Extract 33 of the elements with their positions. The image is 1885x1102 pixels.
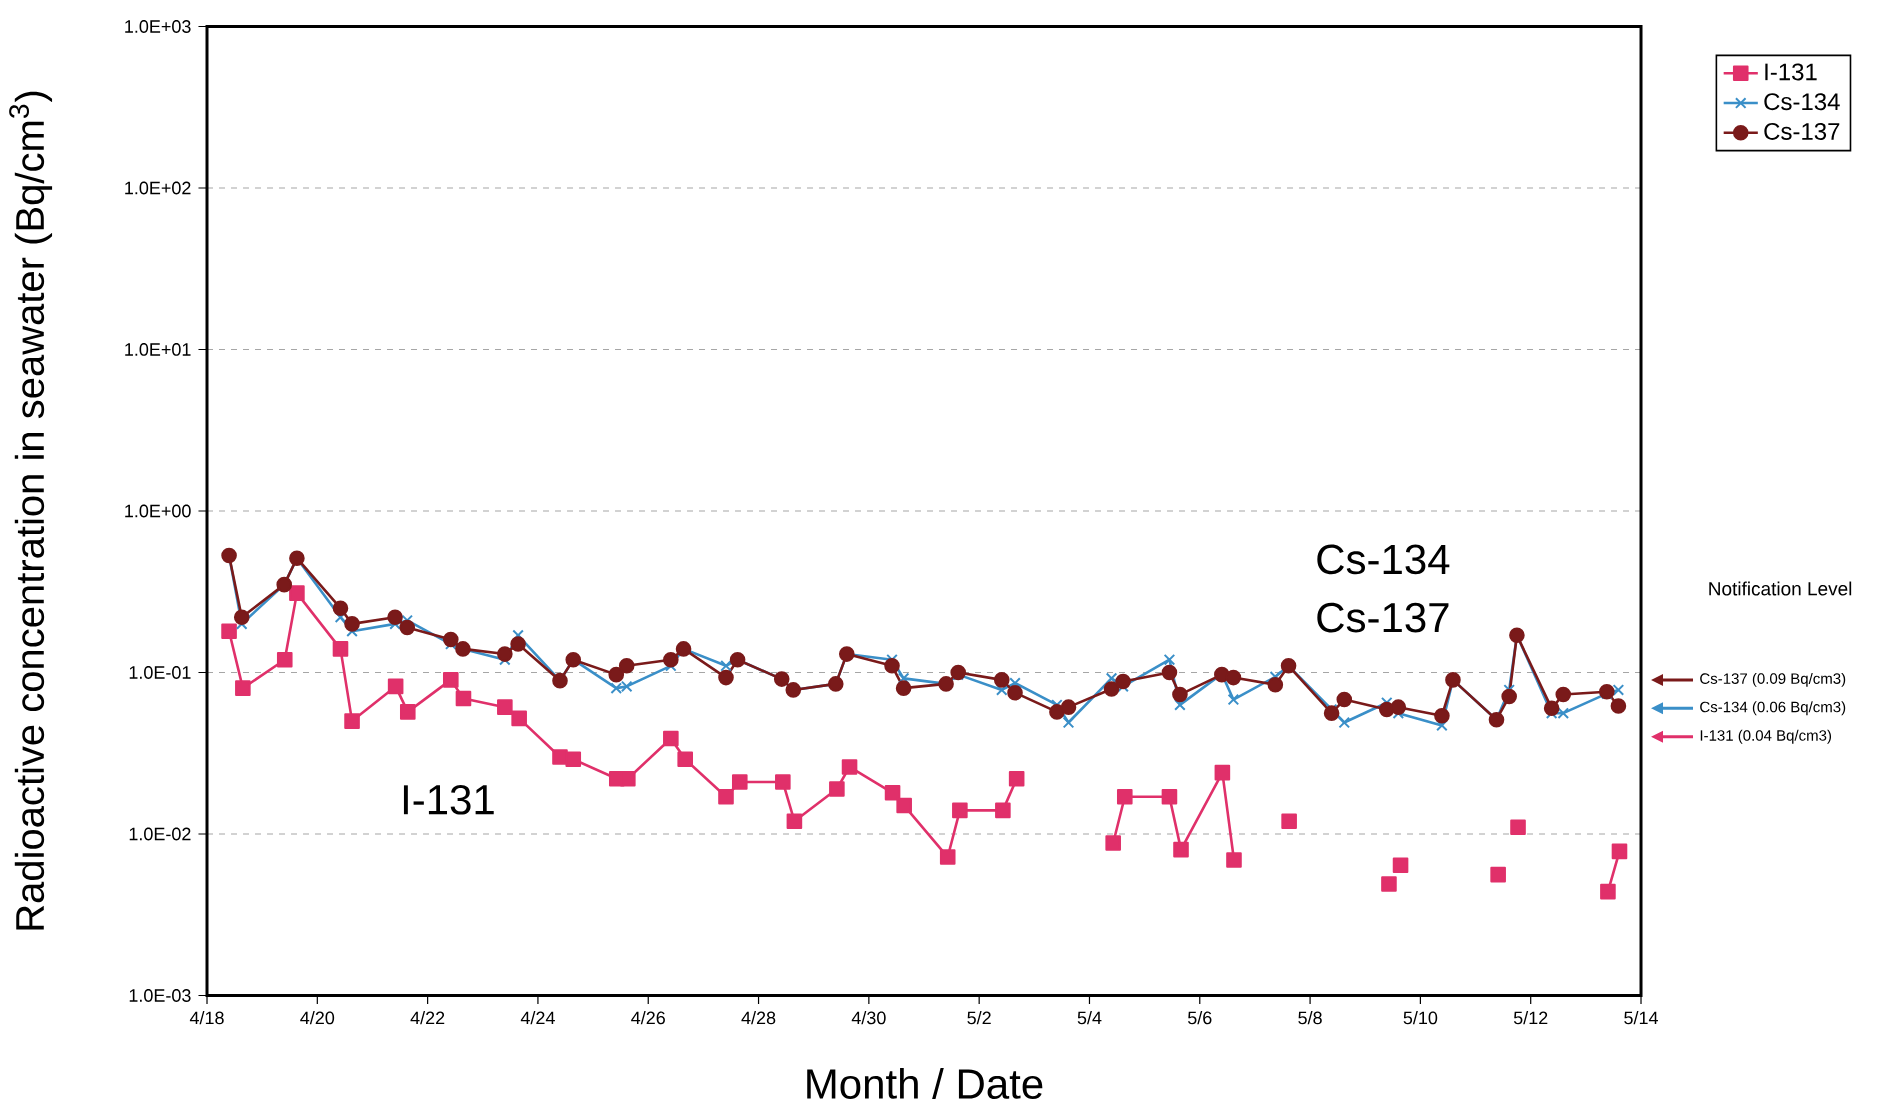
legend-label: Cs-134: [1764, 93, 1840, 111]
legend-label: I-131: [1765, 63, 1817, 81]
legend-label: Cs-137: [1764, 122, 1840, 140]
y-tick-label: 1.0E+02: [125, 181, 191, 195]
x-tick-label: 5/10: [1403, 1011, 1438, 1025]
annotation: I-131: [403, 784, 494, 815]
text: Notification Level: [1709, 581, 1852, 596]
x-tick-label: 5/4: [1077, 1011, 1102, 1025]
x-axis-title: Month / Date: [807, 1068, 1043, 1099]
x-tick-label: 4/20: [300, 1011, 335, 1025]
x-tick-label: 4/30: [851, 1011, 886, 1025]
text: I-131 (0.04 Bq/cm3): [1700, 729, 1832, 744]
x-tick-label: 4/18: [189, 1011, 224, 1025]
y-tick-label: 1.0E+03: [125, 20, 191, 33]
x-tick-label: 5/2: [967, 1011, 991, 1025]
x-tick-label: 4/24: [520, 1011, 555, 1025]
y-tick-label: 1.0E+01: [125, 343, 191, 356]
x-tick-label: 5/12: [1513, 1011, 1548, 1025]
x-tick-label: 5/6: [1187, 1011, 1212, 1025]
x-tick-label: 5/14: [1624, 1011, 1658, 1025]
text: Cs-134 (0.06 Bq/cm3): [1700, 701, 1846, 716]
y-tick-label: 1.0E-01: [129, 666, 191, 679]
x-tick-label: 4/28: [741, 1011, 776, 1025]
x-tick-label: 4/26: [631, 1011, 665, 1025]
x-tick-label: 4/22: [410, 1011, 445, 1025]
x-tick-label: 5/8: [1298, 1011, 1322, 1025]
text: Cs-137 (0.09 Bq/cm3): [1700, 672, 1846, 687]
annotation: Cs-137: [1317, 602, 1449, 633]
y-tick-label: 1.0E-02: [129, 827, 191, 841]
y-tick-label: 1.0E-03: [129, 989, 191, 1002]
y-tick-label: 1.0E+00: [125, 504, 191, 518]
y-axis-title: Radioactive concentration in seawater (Bq/cm$^{3}$): [9, 91, 53, 930]
annotation: Cs-134: [1317, 544, 1450, 575]
